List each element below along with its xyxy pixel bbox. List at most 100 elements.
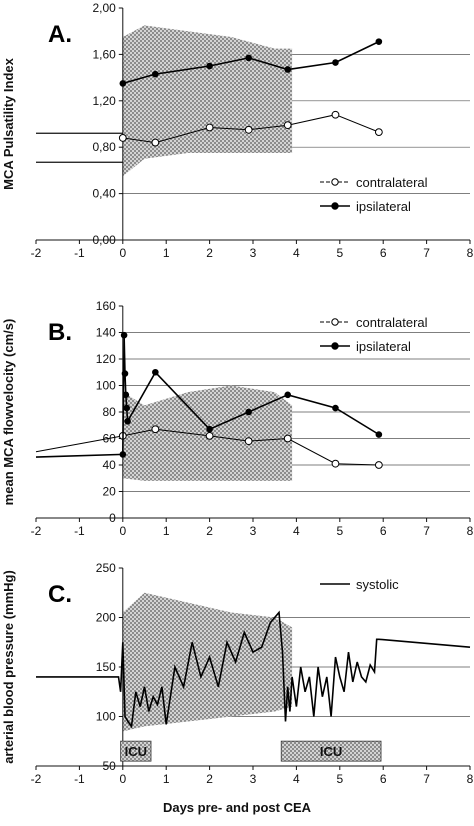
- data-point-ipsilateral: [119, 451, 127, 458]
- legend: systolic: [320, 577, 399, 592]
- data-point-ipsilateral: [284, 391, 292, 399]
- data-point-ipsilateral: [152, 70, 159, 78]
- y-tick-label: 0,00: [92, 233, 116, 247]
- x-tick-label: 7: [423, 772, 430, 786]
- y-tick-label: 0,80: [92, 140, 116, 154]
- x-tick-label: 6: [380, 246, 387, 260]
- data-point-contralateral: [283, 121, 292, 130]
- data-point-contralateral: [331, 459, 340, 468]
- x-tick-label: 5: [336, 524, 343, 538]
- x-tick-label: 4: [293, 772, 300, 786]
- data-point-ipsilateral: [124, 417, 131, 425]
- x-tick-label: 3: [250, 772, 257, 786]
- legend: contralateral ipsilateral: [320, 315, 428, 354]
- icu-period-box: [280, 740, 382, 762]
- reference-band: [122, 25, 293, 177]
- legend-swatch-marker: [331, 178, 339, 186]
- series-line-contralateral: [35, 428, 379, 466]
- y-tick-label: 50: [102, 759, 116, 773]
- x-tick-label: 3: [250, 524, 257, 538]
- y-axis-label: mean MCA flowvelocity (cm/s): [1, 319, 16, 506]
- x-tick-label: -2: [31, 246, 42, 260]
- y-tick-label: 100: [96, 710, 116, 724]
- y-tick-label: 150: [96, 660, 116, 674]
- data-point-ipsilateral: [206, 62, 213, 70]
- data-point-contralateral: [331, 110, 340, 119]
- chart-panel-3: -2 -1 0 1 2 3 4 5 6 7 8 50 100 150 200 250 arterial bloo…: [1, 561, 474, 786]
- legend-label: ipsilateral: [356, 199, 411, 214]
- legend-swatch-marker: [331, 342, 339, 350]
- icu-period-box: [120, 740, 152, 762]
- x-tick-label: 8: [467, 246, 474, 260]
- data-point-contralateral: [205, 431, 214, 440]
- data-point-ipsilateral: [122, 391, 130, 399]
- x-tick-label: 2: [206, 524, 213, 538]
- y-axis-label: MCA Pulsatility Index: [1, 57, 16, 189]
- y-tick-label: 2,00: [92, 1, 116, 15]
- panel-letter: C.: [48, 581, 72, 608]
- legend-swatch-marker: [331, 202, 339, 210]
- data-point-ipsilateral: [152, 368, 159, 376]
- data-point-ipsilateral: [245, 54, 252, 62]
- panel-letter: B.: [48, 319, 72, 346]
- data-point-ipsilateral: [119, 80, 127, 87]
- x-tick-label: 7: [423, 246, 430, 260]
- data-point-contralateral: [151, 425, 160, 434]
- x-tick-label: -2: [31, 772, 42, 786]
- data-point-ipsilateral: [121, 370, 129, 377]
- icu-label: ICU: [320, 744, 342, 759]
- x-tick-label: -2: [31, 524, 42, 538]
- data-point-ipsilateral: [245, 408, 252, 416]
- y-tick-label: 250: [96, 561, 116, 575]
- x-tick-label: 1: [163, 246, 170, 260]
- icu-label: ICU: [125, 744, 147, 759]
- chart-panel-1: -2 -1 0 1 2 3 4 5 6 7 8 0,00 0,40 0,80 1,20 1,60 2,00 MCA…: [1, 1, 474, 260]
- data-point-contralateral: [205, 123, 214, 132]
- data-point-ipsilateral: [332, 404, 339, 412]
- x-tick-label: 2: [206, 246, 213, 260]
- data-point-ipsilateral: [284, 66, 292, 73]
- data-point-contralateral: [374, 128, 383, 137]
- legend-label: systolic: [356, 577, 399, 592]
- x-tick-label: -1: [74, 246, 85, 260]
- y-tick-label: 0,40: [92, 187, 116, 201]
- data-point-ipsilateral: [332, 59, 339, 66]
- x-tick-label: 1: [163, 524, 170, 538]
- legend-swatch-marker: [331, 318, 339, 326]
- y-tick-label: 0: [109, 511, 116, 525]
- y-tick-label: 1,60: [92, 47, 116, 61]
- y-tick-label: 1,20: [92, 94, 116, 108]
- y-tick-label: 160: [96, 299, 116, 313]
- x-tick-label: -1: [74, 524, 85, 538]
- x-tick-label: 1: [163, 772, 170, 786]
- data-point-ipsilateral: [120, 331, 128, 339]
- x-tick-label: 2: [206, 772, 213, 786]
- x-tick-label: 5: [336, 246, 343, 260]
- legend-label: contralateral: [356, 315, 428, 330]
- x-tick-label: 4: [293, 524, 300, 538]
- data-point-contralateral: [118, 134, 127, 142]
- y-tick-label: 20: [102, 485, 116, 499]
- y-tick-label: 40: [102, 458, 116, 472]
- x-tick-label: 0: [119, 772, 126, 786]
- x-tick-label: 8: [467, 772, 474, 786]
- x-tick-label: 7: [423, 524, 430, 538]
- shared-x-axis-label: Days pre- and post CEA: [162, 800, 312, 815]
- y-tick-label: 140: [96, 326, 116, 340]
- legend-label: ipsilateral: [356, 339, 411, 354]
- panel-letter: A.: [48, 21, 72, 48]
- x-tick-label: 4: [293, 246, 300, 260]
- y-axis-label: arterial blood pressure (mmHg): [1, 570, 16, 764]
- data-point-ipsilateral: [123, 404, 131, 412]
- y-tick-label: 200: [96, 611, 116, 625]
- y-tick-label: 100: [96, 379, 116, 393]
- legend: contralateral ipsilateral: [320, 175, 428, 214]
- x-tick-label: 0: [119, 524, 126, 538]
- data-point-contralateral: [374, 461, 383, 469]
- x-tick-label: 3: [250, 246, 257, 260]
- x-tick-label: 0: [119, 246, 126, 260]
- data-point-contralateral: [244, 125, 253, 134]
- x-tick-label: -1: [74, 772, 85, 786]
- data-point-contralateral: [244, 437, 253, 446]
